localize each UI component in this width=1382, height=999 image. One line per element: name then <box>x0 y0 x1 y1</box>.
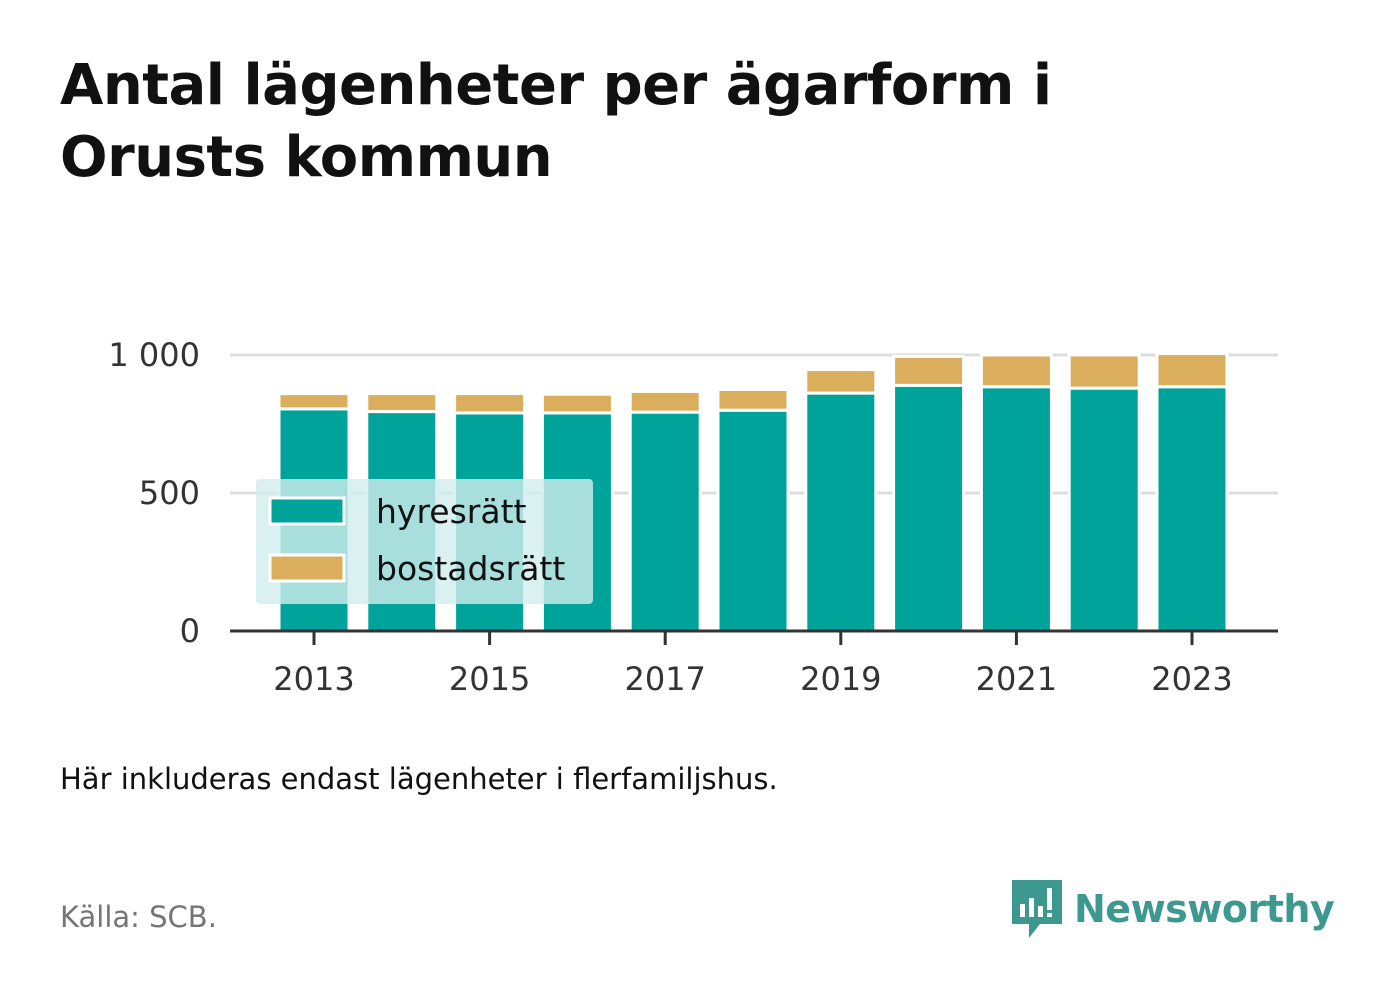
x-tick-label: 2019 <box>800 660 881 698</box>
bar-hyresratt-2022 <box>1067 386 1141 633</box>
axes: 0 500 1 000 2013 2015 2017 2019 2021 2023 <box>108 336 1278 698</box>
x-tick-label: 2013 <box>273 660 354 698</box>
bar-bostadsratt-2019 <box>804 368 878 395</box>
chart-note: Här inkluderas endast lägenheter i flerf… <box>60 762 778 796</box>
legend: hyresrätt bostadsrätt <box>256 479 593 604</box>
bar-bostadsratt-2014 <box>365 392 439 414</box>
bar-bostadsratt-2013 <box>277 392 351 411</box>
bar-hyresratt-2023 <box>1155 385 1229 633</box>
bar-bostadsratt-2022 <box>1067 353 1141 390</box>
bar-hyresratt-2020 <box>892 383 966 633</box>
legend-label-bostadsratt: bostadsrätt <box>376 549 565 588</box>
bar-bostadsratt-2021 <box>979 353 1053 389</box>
chart-title: Antal lägenheter per ägarform i Orusts k… <box>60 53 1052 190</box>
brand-logo: Newsworthy <box>1010 878 1335 940</box>
legend-label-hyresratt: hyresrätt <box>376 492 527 531</box>
bar-hyresratt-2019 <box>804 391 878 633</box>
newsworthy-logo-icon <box>1012 880 1062 938</box>
source-text: Källa: SCB. <box>60 900 217 934</box>
bar-bostadsratt-2020 <box>892 354 966 387</box>
y-tick-label: 1 000 <box>108 336 200 374</box>
legend-swatch-bostadsratt <box>268 553 346 583</box>
x-tick-label: 2023 <box>1151 660 1232 698</box>
y-tick-label: 0 <box>180 612 200 650</box>
legend-swatch-hyresratt <box>268 496 346 526</box>
x-tick-label: 2015 <box>449 660 530 698</box>
bar-bostadsratt-2018 <box>716 388 790 412</box>
bar-hyresratt-2017 <box>628 410 702 633</box>
y-tick-label: 500 <box>139 474 200 512</box>
x-tick-label: 2021 <box>976 660 1057 698</box>
brand-name: Newsworthy <box>1074 887 1335 931</box>
bar-bostadsratt-2016 <box>540 392 614 415</box>
bar-bostadsratt-2023 <box>1155 352 1229 389</box>
bar-hyresratt-2018 <box>716 408 790 633</box>
bar-bostadsratt-2015 <box>453 392 527 415</box>
x-tick-label: 2017 <box>624 660 705 698</box>
bar-bostadsratt-2017 <box>628 389 702 414</box>
bar-hyresratt-2021 <box>979 385 1053 633</box>
